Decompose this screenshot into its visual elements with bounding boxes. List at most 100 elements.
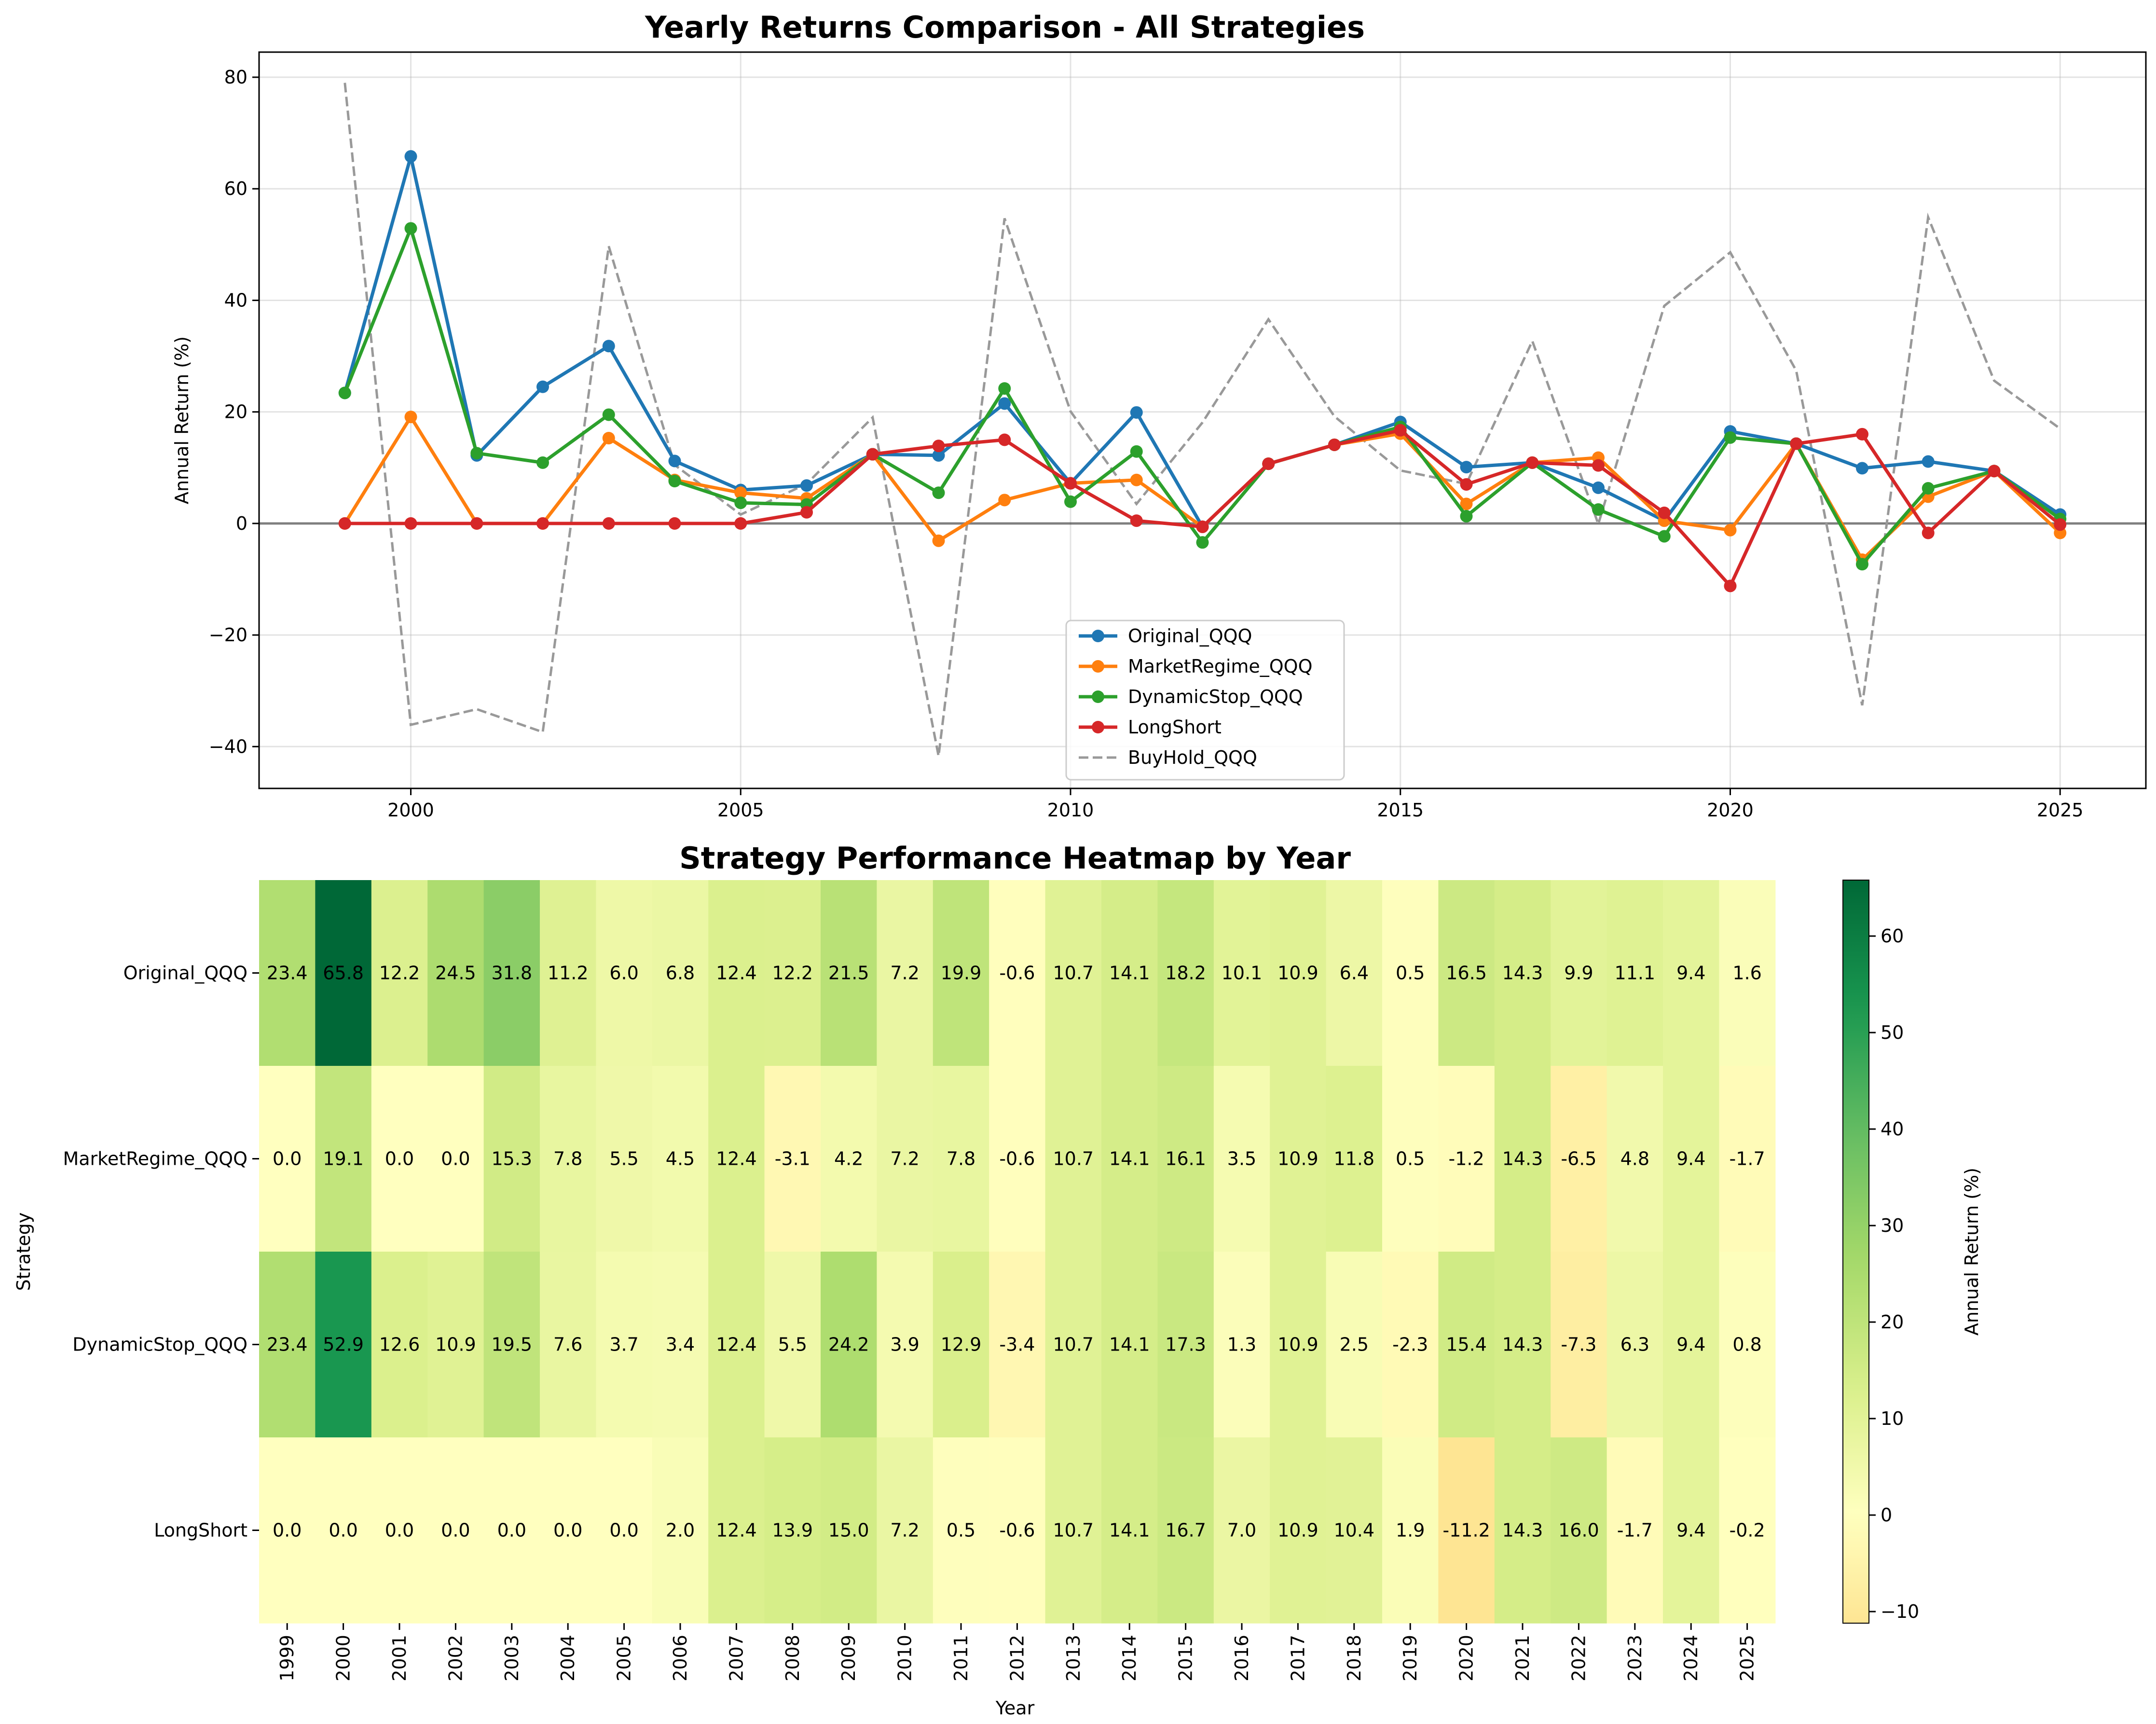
heatmap-x-tick-label: 2019 [1400, 1635, 1421, 1682]
heatmap-cell [652, 1252, 709, 1438]
data-point-DynamicStop_QQQ [1460, 510, 1473, 523]
data-point-Original_QQQ [800, 479, 813, 492]
legend-item: MarketRegime_QQQ [1079, 656, 1313, 677]
heatmap-cell [596, 1066, 653, 1252]
heatmap-x-tick-label: 2005 [614, 1635, 635, 1682]
heatmap-x-tick-label: 2006 [670, 1635, 691, 1682]
heatmap-cell-value: 15.3 [491, 1148, 532, 1170]
colorbar-ticks: −10 0 10 20 30 40 50 60 [1869, 925, 1919, 1622]
heatmap-x-tick-label: 2017 [1287, 1635, 1308, 1682]
heatmap-cell-value: 19.9 [941, 963, 982, 984]
heatmap-cell [1438, 1066, 1495, 1252]
heatmap-cell-value: 6.4 [1340, 963, 1369, 984]
heatmap-cell [1270, 1252, 1327, 1438]
heatmap-cell-value: 7.2 [890, 963, 919, 984]
heatmap-cell [652, 1437, 709, 1624]
colorbar-tick-label: 50 [1881, 1022, 1904, 1043]
line-x-ticks: 2000 2005 2010 2015 2020 2025 [387, 788, 2084, 821]
heatmap-cell-value: 14.3 [1502, 963, 1543, 984]
heatmap-cell-value: 0.0 [329, 1520, 357, 1541]
data-point-LongShort [1064, 477, 1077, 490]
heatmap-cell-value: 7.0 [1227, 1520, 1256, 1541]
heatmap-cell-value: 0.5 [947, 1520, 975, 1541]
heatmap-cell [259, 1437, 316, 1624]
data-point-MarketRegime_QQQ [998, 494, 1011, 507]
heatmap-cell [821, 880, 877, 1066]
heatmap-cell [764, 880, 821, 1066]
heatmap-cell [877, 1252, 934, 1438]
heatmap-cell-value: 16.5 [1446, 963, 1487, 984]
line-legend: Original_QQQ MarketRegime_QQQ DynamicStop_… [1065, 620, 1345, 781]
heatmap-cell [1719, 1437, 1776, 1624]
heatmap-cell [933, 1066, 989, 1252]
heatmap-cell-value: 7.2 [890, 1520, 919, 1541]
legend-label: Original_QQQ [1128, 625, 1252, 647]
heatmap-cell [933, 880, 989, 1066]
heatmap-cell-value: 3.7 [609, 1334, 638, 1355]
heatmap-y-tick-label: Original_QQQ [124, 963, 247, 984]
heatmap-x-tick-label: 2003 [501, 1635, 522, 1682]
heatmap-cell [877, 1437, 934, 1624]
data-point-DynamicStop_QQQ [1922, 482, 1935, 495]
line-chart: Yearly Returns Comparison - All Strategi… [171, 10, 2147, 821]
colorbar-tick-label: 60 [1881, 925, 1904, 947]
line-x-tick-label: 2020 [1707, 800, 1754, 821]
heatmap-cell-value: 0.0 [497, 1520, 526, 1541]
heatmap-cell [540, 880, 596, 1066]
data-point-LongShort [668, 517, 681, 530]
heatmap-x-tick-label: 1999 [276, 1635, 298, 1682]
heatmap-cell-value: 3.9 [890, 1334, 919, 1355]
heatmap-cell-value: 0.0 [441, 1520, 470, 1541]
heatmap-cell-value: 4.5 [666, 1148, 695, 1170]
heatmap-cell [1157, 1252, 1214, 1438]
heatmap-cell-value: 9.9 [1564, 963, 1593, 984]
heatmap-x-tick-label: 2025 [1737, 1635, 1758, 1682]
heatmap-cell-value: 11.2 [548, 963, 589, 984]
heatmap-cell-value: 19.1 [323, 1148, 364, 1170]
heatmap-cell [259, 1252, 316, 1438]
heatmap-y-tick-label: LongShort [154, 1520, 247, 1541]
heatmap-cell [933, 1437, 989, 1624]
line-y-tick-label: 40 [224, 290, 247, 311]
heatmap-cell-value: 5.5 [778, 1334, 807, 1355]
heatmap-cell-value: 12.4 [716, 1520, 757, 1541]
heatmap-cell-value: 24.5 [435, 963, 476, 984]
heatmap-x-tick-label: 2001 [389, 1635, 410, 1682]
heatmap-cell-value: 0.5 [1396, 963, 1425, 984]
heatmap-cell [1213, 880, 1270, 1066]
data-point-LongShort [1790, 437, 1803, 450]
heatmap-x-tick-label: 2013 [1063, 1635, 1084, 1682]
heatmap-cell [1719, 1252, 1776, 1438]
heatmap-cell [1607, 1437, 1663, 1624]
heatmap-cell [933, 1252, 989, 1438]
heatmap-cell [1719, 880, 1776, 1066]
data-point-LongShort [1855, 428, 1868, 441]
line-y-tick-label: 0 [236, 513, 247, 534]
data-point-DynamicStop_QQQ [1658, 530, 1671, 543]
heatmap-cell [596, 880, 653, 1066]
heatmap-cell [708, 1252, 765, 1438]
heatmap-title: Strategy Performance Heatmap by Year [679, 841, 1351, 876]
heatmap-cell [540, 1437, 596, 1624]
legend-label: DynamicStop_QQQ [1128, 686, 1303, 707]
heatmap-cell [483, 880, 540, 1066]
data-point-MarketRegime_QQQ [1724, 524, 1737, 537]
data-point-Original_QQQ [1922, 455, 1935, 468]
heatmap-cell [1663, 1066, 1719, 1252]
heatmap-cell-value: 7.6 [553, 1334, 582, 1355]
heatmap-cell-value: 14.3 [1502, 1148, 1543, 1170]
data-point-LongShort [1196, 520, 1209, 533]
data-point-LongShort [2054, 518, 2067, 531]
heatmap-cell-value: 1.9 [1396, 1520, 1425, 1541]
heatmap-cell-value: 23.4 [267, 1334, 308, 1355]
data-point-LongShort [1724, 579, 1737, 593]
data-point-MarketRegime_QQQ [1460, 497, 1473, 510]
heatmap-cell [1213, 1437, 1270, 1624]
heatmap-cell-value: 10.9 [1277, 1334, 1318, 1355]
heatmap-cell [483, 1437, 540, 1624]
heatmap-cell [821, 1066, 877, 1252]
heatmap-x-tick-label: 2023 [1624, 1635, 1646, 1682]
heatmap-cell-value: 14.1 [1109, 1520, 1150, 1541]
colorbar-tick-label: 20 [1881, 1311, 1904, 1333]
heatmap-x-tick-label: 2007 [726, 1635, 747, 1682]
